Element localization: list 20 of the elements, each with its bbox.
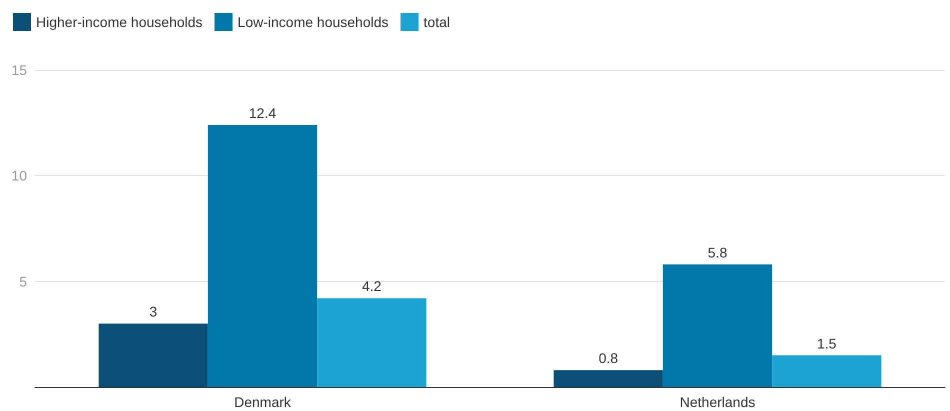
y-tick-label: 15 bbox=[11, 62, 28, 78]
y-tick-label: 5 bbox=[19, 273, 28, 290]
x-tick-label: Denmark bbox=[234, 394, 292, 410]
data-label: 4.2 bbox=[362, 278, 382, 294]
bar bbox=[208, 124, 318, 387]
legend-label: total bbox=[424, 14, 450, 30]
y-tick-label: 10 bbox=[11, 168, 28, 184]
data-label: 3 bbox=[149, 304, 158, 320]
data-label: 5.8 bbox=[708, 244, 728, 260]
data-label: 0.8 bbox=[598, 350, 618, 366]
x-tick-label: Netherlands bbox=[680, 394, 756, 410]
legend-label: Low-income households bbox=[238, 14, 389, 30]
legend-label: Higher-income households bbox=[36, 14, 203, 30]
data-label: 12.4 bbox=[248, 104, 276, 121]
bar bbox=[317, 298, 426, 387]
data-label: 1.5 bbox=[816, 335, 837, 352]
bar bbox=[554, 370, 663, 387]
bar bbox=[98, 324, 208, 387]
bar bbox=[772, 355, 882, 387]
bar bbox=[662, 264, 772, 387]
